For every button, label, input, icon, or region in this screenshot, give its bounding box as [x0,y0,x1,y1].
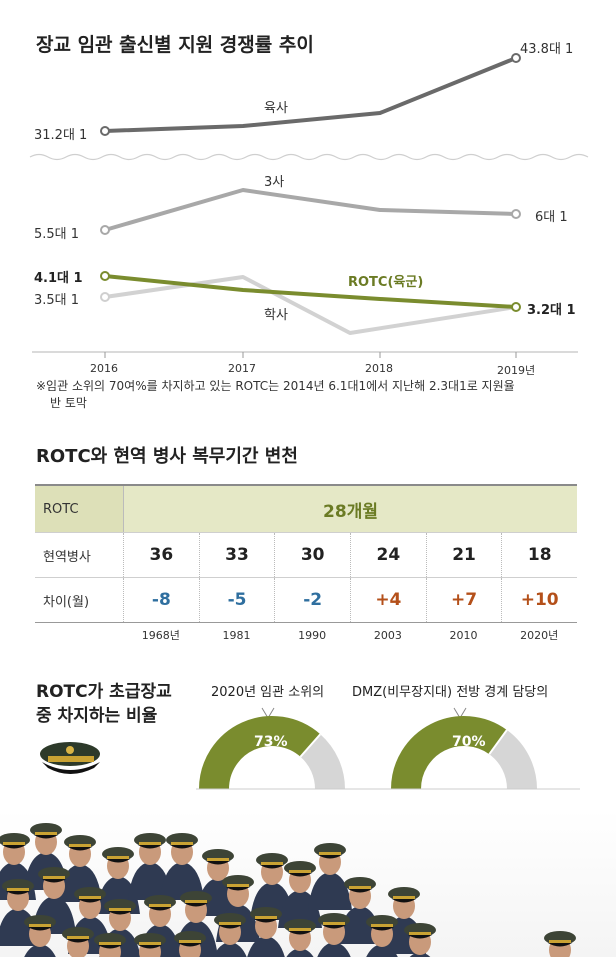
cadet-figure [544,931,576,957]
point-3sa-2019 [511,209,521,219]
point-rotc-2019 [511,302,521,312]
label-rotc-start: 4.1대 1 [34,271,83,286]
cadet-figure [213,913,247,957]
x-tick-label: 2019년 [497,364,536,377]
diff-value: -5 [198,578,275,622]
year-label: 1981 [222,628,251,642]
donut-caption-1: 2020년 임관 소위의 [211,685,325,700]
point-rotc-2016 [100,271,110,281]
cadet-figure [94,933,126,957]
cadet-figure [160,833,204,900]
rotc-period-value: 28개월 [123,486,577,532]
table-row-diff: 차이(월) -8 -5 -2 +4 +7 +10 [35,578,577,623]
label-yuksa-start: 31.2대 1 [34,128,88,143]
label-rotc-end: 3.2대 1 [527,303,576,318]
service-period-table: ROTC 28개월 현역병사 36 33 30 24 21 18 차이(월) -… [35,484,577,647]
cadet-figure [366,915,398,957]
year-label: 2020년 [520,629,559,642]
series-label-haksa: 학사 [264,308,288,323]
footnote-line-1: ※임관 소위의 70여%를 차지하고 있는 ROTC는 2014년 6.1대1에… [36,379,515,393]
cadet-figure [284,919,316,957]
label-3sa-end: 6대 1 [535,210,568,225]
chart-footnote: ※임관 소위의 70여%를 차지하고 있는 ROTC는 2014년 6.1대1에… [36,378,596,412]
series-line-yuksa [104,56,517,133]
soldier-value: 18 [501,533,577,577]
soldier-value: 33 [198,533,275,577]
donut-value-2: 70% [452,734,486,750]
cadet-figure [128,833,172,900]
table-years-row: 1968년 1981 1990 2003 2010 2020년 [35,623,577,647]
table-row-rotc: ROTC 28개월 [35,484,577,533]
cadet-figure [62,927,94,957]
table-title: ROTC와 현역 병사 복무기간 변천 [36,446,298,467]
diff-value: +10 [501,578,577,622]
point-yuksa-2016 [100,126,110,136]
table-row-soldier: 현역병사 36 33 30 24 21 18 [35,533,577,578]
cadet-figure [134,933,166,957]
cadet-figure [24,915,56,957]
ratio-title-line-2: 중 차지하는 비율 [36,706,158,726]
chart-title: 장교 임관 출신별 지원 경쟁률 추이 [36,34,314,56]
donut-gap [488,729,508,755]
donut-caption-2: DMZ(비무장지대) 전방 경계 담당의 [352,685,549,700]
cadet-figure [338,877,382,944]
donut-value-arc [199,716,321,790]
soldier-value: 30 [274,533,350,577]
soldier-value: 24 [350,533,426,577]
donut-value-1: 73% [254,734,288,750]
series-line-3sa [104,188,517,232]
line-chart [29,53,589,358]
cadet-figure [317,913,351,957]
cadets-illustration [0,823,576,957]
year-label: 2003 [373,628,402,642]
cadet-figure [247,907,285,957]
label-yuksa-end: 43.8대 1 [520,42,574,57]
series-label-3sa: 3사 [264,175,285,190]
diff-value: +7 [425,578,502,622]
donut-1 [199,716,345,790]
x-tick-label: 2017 [228,362,256,375]
diff-value: -8 [123,578,199,622]
label-3sa-start: 5.5대 1 [34,227,80,242]
donut-remainder-arc [488,729,537,790]
series-label-yuksa: 육사 [264,101,288,116]
cadet-figure [174,931,206,957]
diff-value: +4 [350,578,426,622]
soldier-value: 21 [425,533,502,577]
cadets-crowd-photo [0,810,616,957]
x-tick-label: 2018 [365,362,393,375]
officer-cap-icon [40,742,100,774]
donut-remainder-arc [299,734,345,790]
row-head-soldier: 현역병사 [43,549,91,565]
donut-gap [299,733,322,758]
cadet-figure [308,843,352,910]
ratio-title: ROTC가 초급장교 중 차지하는 비율 [36,680,172,728]
series-line-rotc [104,274,517,309]
ratio-title-line-1: ROTC가 초급장교 [36,682,172,702]
year-label: 1968년 [141,629,180,642]
year-label: 1990 [298,628,327,642]
point-yuksa-2019 [511,53,521,63]
x-tick-label: 2016 [90,362,118,375]
label-haksa-start: 3.5대 1 [34,293,80,308]
donut-2 [391,716,537,790]
row-head-rotc: ROTC [35,486,123,532]
donut-charts [196,707,580,790]
cadet-figure [404,923,436,957]
diff-value: -2 [274,578,350,622]
donut-value-arc [391,716,507,790]
point-3sa-2016 [100,225,110,235]
series-line-haksa [104,275,517,335]
year-label: 2010 [449,628,478,642]
axis-break-line [29,153,589,161]
soldier-value: 36 [123,533,199,577]
point-haksa-2016 [100,292,110,302]
footnote-line-2: 반 토막 [50,396,87,410]
row-head-diff: 차이(월) [43,594,90,610]
series-label-rotc: ROTC(육군) [348,275,424,290]
